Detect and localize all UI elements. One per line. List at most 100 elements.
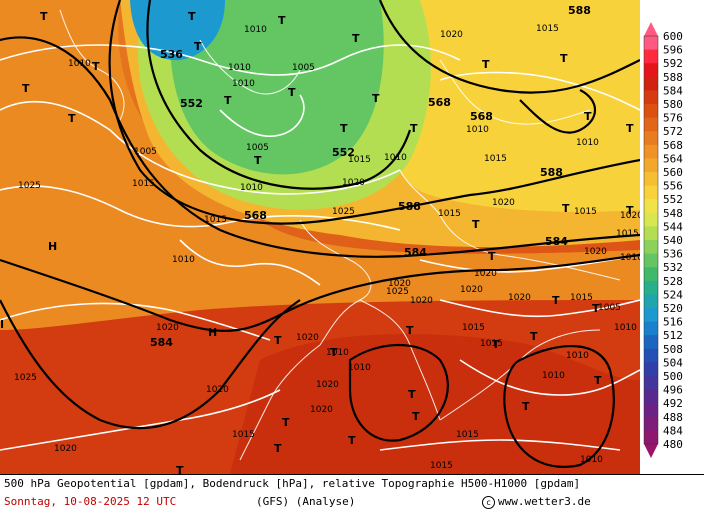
- pressure-label: 1020: [310, 405, 333, 415]
- pressure-label: 1015: [456, 430, 479, 440]
- pressure-label: 1010: [348, 363, 371, 373]
- legend-label: 480: [663, 438, 683, 451]
- low-marker: T: [348, 434, 356, 447]
- pressure-label: 1025: [14, 373, 37, 383]
- pressure-label: 1010: [466, 125, 489, 135]
- legend-swatch: [644, 131, 658, 146]
- pressure-label: 1010: [172, 255, 195, 265]
- pressure-label: 1015: [232, 430, 255, 440]
- pressure-label: 1015: [574, 207, 597, 217]
- legend-label: 576: [663, 112, 683, 125]
- pressure-label: 1020: [440, 30, 463, 40]
- color-scale: 6005965925885845805765725685645605565525…: [643, 22, 683, 458]
- legend-label: 528: [663, 275, 683, 288]
- coastlines: [59, 9, 621, 461]
- height-label: 568: [470, 110, 493, 123]
- low-marker: T: [188, 10, 196, 23]
- pressure-label: 1010: [620, 253, 640, 263]
- legend-swatch: [644, 280, 658, 295]
- legend-swatch: [644, 253, 658, 268]
- legend-swatch: [644, 294, 658, 309]
- pressure-label: 1010: [580, 455, 603, 465]
- low-marker: T: [372, 92, 380, 105]
- legend-swatch: [644, 199, 658, 214]
- legend-label: 488: [663, 411, 683, 424]
- map-description: 500 hPa Geopotential [gpdam], Bodendruck…: [4, 477, 581, 490]
- pressure-label: 1025: [332, 207, 355, 217]
- field-orange-west: [0, 0, 640, 330]
- legend-swatch: [644, 362, 658, 377]
- pressure-label: 1005: [598, 303, 621, 313]
- pressure-label: 1015: [204, 215, 227, 225]
- copyright[interactable]: c www.wetter3.de: [482, 495, 591, 509]
- low-marker: T: [560, 52, 568, 65]
- pressure-label: 1010: [576, 138, 599, 148]
- copyright-link[interactable]: www.wetter3.de: [498, 495, 591, 508]
- legend-swatch: [644, 308, 658, 323]
- pressure-label: 1010: [614, 323, 637, 333]
- pressure-label: 1020: [342, 178, 365, 188]
- pressure-label: 1010: [232, 79, 255, 89]
- pressure-label: 1020: [206, 385, 229, 395]
- legend-swatch: [644, 185, 658, 200]
- field-cyan-center: [130, 0, 225, 61]
- field-green-core: [170, 0, 384, 175]
- pressure-label: 1015: [132, 179, 155, 189]
- low-marker: T: [274, 442, 282, 455]
- map-date: Sonntag, 10-08-2025 12 UTC: [4, 495, 177, 508]
- legend-label: 492: [663, 397, 683, 410]
- pressure-label: 1015: [438, 209, 461, 219]
- low-marker: T: [530, 330, 538, 343]
- pressure-label: 1020: [492, 198, 515, 208]
- low-marker: T: [522, 400, 530, 413]
- pressure-label: 1005: [246, 143, 269, 153]
- low-marker: T: [22, 82, 30, 95]
- legend-label: 556: [663, 180, 683, 193]
- pressure-label: 1015: [480, 339, 503, 349]
- low-marker: T: [408, 388, 416, 401]
- pressure-label: 1010: [68, 59, 91, 69]
- legend-swatch: [644, 117, 658, 132]
- legend-swatch: [644, 416, 658, 431]
- legend-swatch: [644, 321, 658, 336]
- height-label: 552: [180, 97, 203, 110]
- legend-swatch: [644, 430, 658, 445]
- pressure-label: 1020: [460, 285, 483, 295]
- low-marker: T: [626, 204, 634, 217]
- legend-label: 516: [663, 316, 683, 329]
- low-marker: T: [352, 32, 360, 45]
- legend-label: 580: [663, 98, 683, 111]
- legend-label: 524: [663, 288, 683, 301]
- legend-label: 500: [663, 370, 683, 383]
- legend-swatch: [644, 63, 658, 78]
- low-marker: T: [282, 416, 290, 429]
- pressure-labels: 1020 1015 1010 1010 1010 1005 1010 1005 …: [14, 24, 640, 471]
- low-marker: T: [592, 302, 600, 315]
- pressure-label: 1010: [228, 63, 251, 73]
- low-marker: T: [274, 334, 282, 347]
- color-scale-legend: 600 596 592 588 584 580 576 572 568 564 560 556 552 5…: [640, 0, 704, 474]
- legend-label: 600: [663, 30, 683, 43]
- pressure-label: 1025: [386, 287, 409, 297]
- low-marker: T: [194, 40, 202, 53]
- height-labels: 588 536 552 552 568 588 568 588 584 584 …: [150, 4, 591, 349]
- legend-label: 544: [663, 220, 683, 233]
- pressure-label: 1005: [134, 147, 157, 157]
- low-marker: T: [472, 218, 480, 231]
- field-warm-core: [230, 334, 640, 474]
- legend-outline: [643, 35, 659, 445]
- low-marker: T: [492, 338, 500, 351]
- low-marker: T: [552, 294, 560, 307]
- pressure-label: 1020: [508, 293, 531, 303]
- legend-swatch: [644, 76, 658, 91]
- height-label: 588: [398, 200, 421, 213]
- copyright-icon: c: [482, 496, 495, 509]
- height-contours: [0, 0, 640, 468]
- low-marker: T: [176, 464, 184, 474]
- pressure-label: 1005: [292, 63, 315, 73]
- low-marker: T: [254, 154, 262, 167]
- low-marker: T: [40, 10, 48, 23]
- pressure-label: 1020: [388, 279, 411, 289]
- legend-label: 504: [663, 356, 683, 369]
- legend-swatch: [644, 226, 658, 241]
